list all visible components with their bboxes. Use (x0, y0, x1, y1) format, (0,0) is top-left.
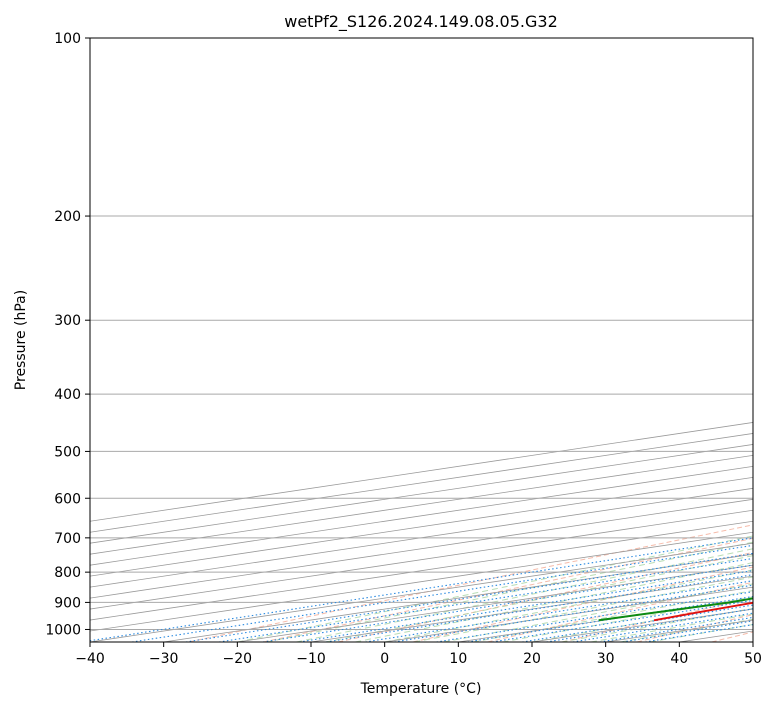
y-tick-label: 500 (54, 444, 81, 460)
isotherm-line (90, 498, 753, 599)
y-tick-label: 300 (54, 313, 81, 329)
y-tick-label: 200 (54, 209, 81, 225)
x-tick-label: −20 (223, 651, 253, 667)
mixing-ratio-line (262, 564, 753, 642)
mixing-ratio-line (326, 574, 753, 642)
y-tick-label: 600 (54, 491, 81, 507)
y-tick-label: 700 (54, 531, 81, 547)
isotherm-line (90, 520, 753, 621)
x-tick-label: −40 (75, 651, 105, 667)
mixing-ratio-line (218, 557, 753, 642)
x-tick-label: 50 (744, 651, 762, 667)
moist-adiabat-line (384, 569, 753, 642)
x-tick-label: 30 (597, 651, 615, 667)
background-reference-lines (90, 38, 753, 642)
y-tick-label: 100 (54, 31, 81, 47)
y-tick-label: 1000 (45, 622, 81, 638)
y-tick-label: 900 (54, 595, 81, 611)
x-tick-label: −30 (149, 651, 179, 667)
moist-adiabat-line (325, 555, 753, 642)
x-axis-label: Temperature (°C) (360, 681, 482, 697)
y-axis-label: Pressure (hPa) (13, 290, 29, 390)
dry-adiabat-line (338, 551, 753, 642)
plot-frame (89, 37, 754, 643)
mixing-ratio-line (365, 580, 753, 642)
x-tick-label: 10 (449, 651, 467, 667)
y-tick-label: 800 (54, 565, 81, 581)
isotherm-line (90, 509, 753, 610)
dry-adiabat-line (263, 537, 753, 642)
x-tick-label: 20 (523, 651, 541, 667)
mixing-ratio-line (599, 616, 753, 642)
x-tick-label: 40 (670, 651, 688, 667)
x-tick-label: 0 (380, 651, 389, 667)
y-tick-label: 400 (54, 387, 81, 403)
chart-title: wetPf2_S126.2024.149.08.05.G32 (284, 12, 558, 32)
mixing-ratio-line (299, 570, 753, 642)
moist-adiabat-line (296, 548, 753, 642)
dry-adiabat-line (188, 524, 753, 642)
x-tick-label: −10 (296, 651, 326, 667)
mixing-ratio-line (131, 544, 753, 642)
isotherm-line (90, 487, 753, 588)
axes: −40 −30 −20 −10 0 10 20 30 40 50 100 200 300 400 500 60… (45, 31, 762, 667)
isotherm-line (90, 465, 753, 566)
isotherm-line (90, 444, 753, 544)
isotherm-line (90, 531, 753, 632)
isotherm-line (90, 454, 753, 555)
isotherm-line (90, 476, 753, 577)
